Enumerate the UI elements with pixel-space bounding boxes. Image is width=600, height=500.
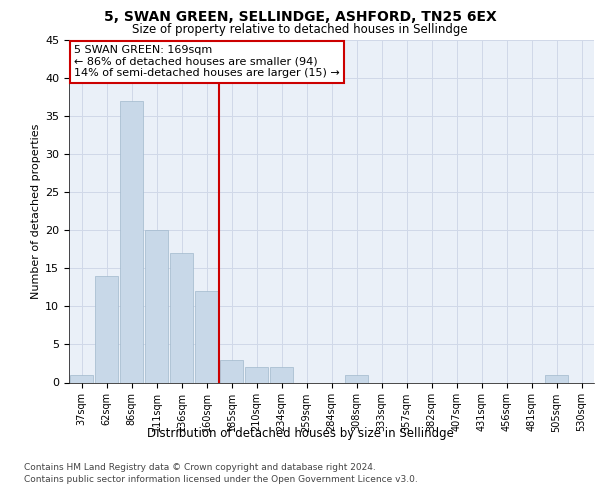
Bar xyxy=(220,360,244,382)
Text: Contains public sector information licensed under the Open Government Licence v3: Contains public sector information licen… xyxy=(24,475,418,484)
Text: Contains HM Land Registry data © Crown copyright and database right 2024.: Contains HM Land Registry data © Crown c… xyxy=(24,462,376,471)
Text: Size of property relative to detached houses in Sellindge: Size of property relative to detached ho… xyxy=(132,22,468,36)
Bar xyxy=(145,230,169,382)
Bar xyxy=(245,368,268,382)
Text: 5, SWAN GREEN, SELLINDGE, ASHFORD, TN25 6EX: 5, SWAN GREEN, SELLINDGE, ASHFORD, TN25 … xyxy=(104,10,496,24)
Bar xyxy=(344,375,368,382)
Bar xyxy=(95,276,118,382)
Text: Distribution of detached houses by size in Sellindge: Distribution of detached houses by size … xyxy=(146,428,454,440)
Bar xyxy=(170,253,193,382)
Bar xyxy=(194,291,218,382)
Bar xyxy=(545,375,568,382)
Text: 5 SWAN GREEN: 169sqm
← 86% of detached houses are smaller (94)
14% of semi-detac: 5 SWAN GREEN: 169sqm ← 86% of detached h… xyxy=(74,45,340,78)
Y-axis label: Number of detached properties: Number of detached properties xyxy=(31,124,41,299)
Bar xyxy=(269,368,293,382)
Bar xyxy=(70,375,94,382)
Bar xyxy=(119,101,143,382)
